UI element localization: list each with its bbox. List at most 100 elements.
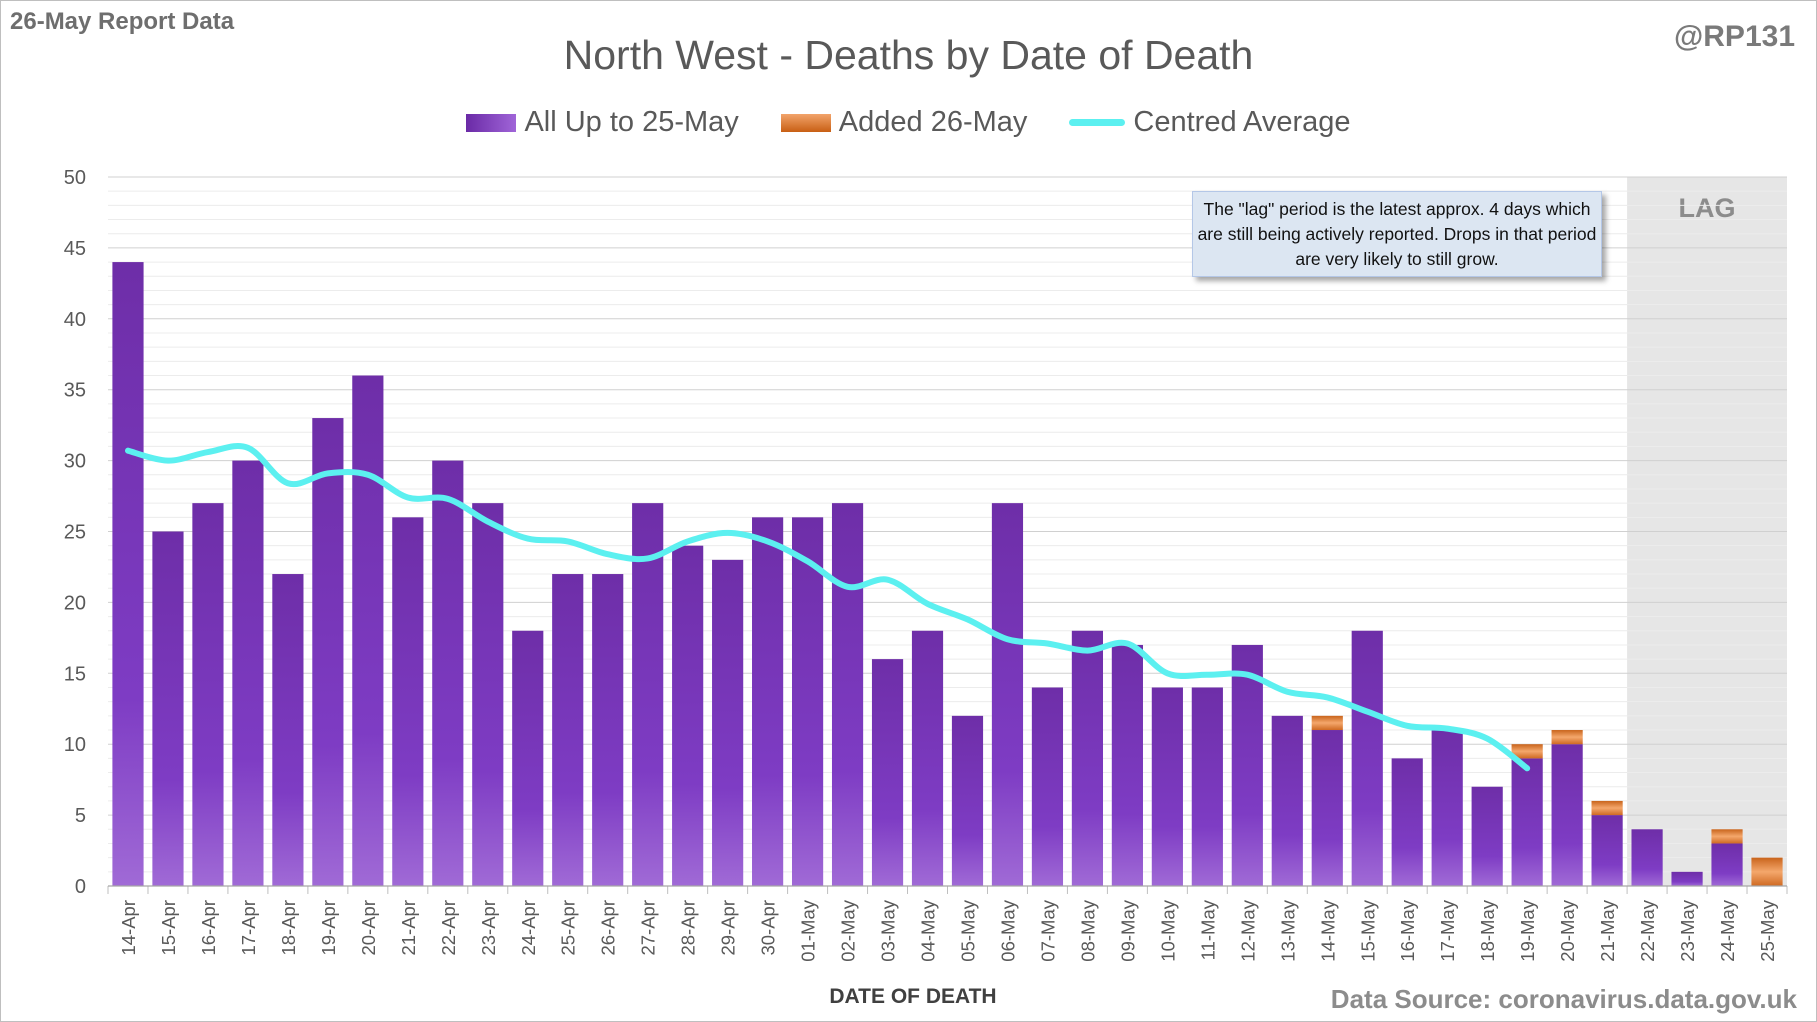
x-tick-label: 08-May: [1077, 899, 1098, 961]
bar-all-up-to-25-may: [1511, 758, 1543, 886]
bar-all-up-to-25-may: [1271, 715, 1303, 886]
x-tick-label: 29-Apr: [718, 900, 739, 956]
y-tick-label: 50: [64, 167, 86, 189]
bar-all-up-to-25-may: [911, 630, 944, 886]
x-tick-label: 20-May: [1557, 899, 1578, 961]
x-tick-label: 23-May: [1677, 899, 1698, 961]
legend-item-average: Centred Average: [1069, 106, 1351, 139]
bar-all-up-to-25-may: [991, 503, 1024, 886]
x-tick-label: 15-Apr: [158, 900, 179, 956]
chart-legend: All Up to 25-May Added 26-May Centred Av…: [0, 106, 1817, 139]
bar-all-up-to-25-may: [1711, 843, 1743, 886]
bar-all-up-to-25-may: [1111, 644, 1143, 886]
bar-all-up-to-25-may: [352, 375, 384, 886]
y-tick-label: 40: [64, 309, 86, 331]
bar-added-26-may: [1511, 744, 1543, 759]
x-tick-label: 16-Apr: [198, 900, 219, 956]
bar-all-up-to-25-may: [392, 517, 424, 886]
legend-swatch-average: [1069, 119, 1126, 126]
x-tick-label: 24-Apr: [518, 900, 539, 956]
x-tick-label: 30-Apr: [758, 900, 779, 956]
y-tick-label: 5: [75, 805, 86, 827]
bar-added-26-may: [1311, 715, 1343, 731]
bar-all-up-to-25-may: [552, 574, 584, 886]
legend-label-added: Added 26-May: [838, 106, 1028, 138]
x-tick-label: 25-Apr: [558, 900, 579, 956]
bar-all-up-to-25-may: [752, 517, 784, 886]
bar-all-up-to-25-may: [1471, 786, 1503, 886]
y-tick-label: 30: [64, 451, 86, 473]
x-tick-label: 14-Apr: [118, 900, 139, 956]
bar-all-up-to-25-may: [951, 715, 984, 886]
y-tick-label: 20: [64, 592, 86, 614]
bar-all-up-to-25-may: [1031, 687, 1064, 886]
bar-all-up-to-25-may: [632, 503, 664, 886]
y-tick-label: 15: [64, 663, 86, 685]
y-tick-label: 35: [64, 380, 86, 402]
bar-all-up-to-25-may: [152, 531, 184, 886]
x-tick-label: 20-Apr: [358, 900, 379, 956]
x-tick-label: 07-May: [1037, 899, 1058, 961]
bar-all-up-to-25-may: [791, 517, 824, 886]
x-tick-label: 06-May: [997, 899, 1018, 961]
lag-annotation-box: The "lag" period is the latest approx. 4…: [1192, 191, 1602, 277]
legend-swatch-main: [466, 113, 517, 132]
x-tick-label: 18-May: [1477, 899, 1498, 961]
lag-label: LAG: [1679, 193, 1736, 223]
x-tick-label: 27-Apr: [638, 900, 659, 956]
x-axis-title: DATE OF DEATH: [829, 985, 996, 1008]
x-tick-label: 19-Apr: [318, 900, 339, 956]
x-tick-label: 26-Apr: [598, 900, 619, 956]
bar-all-up-to-25-may: [1431, 730, 1463, 886]
bar-all-up-to-25-may: [472, 503, 504, 886]
bar-all-up-to-25-may: [1071, 630, 1104, 886]
bar-all-up-to-25-may: [112, 262, 144, 887]
bar-all-up-to-25-may: [1311, 730, 1343, 886]
bar-added-26-may: [1751, 857, 1783, 886]
x-tick-label: 15-May: [1357, 899, 1378, 961]
bar-all-up-to-25-may: [1391, 758, 1423, 886]
y-tick-label: 0: [75, 876, 86, 898]
x-tick-label: 21-May: [1597, 899, 1618, 961]
bar-all-up-to-25-may: [1671, 871, 1703, 886]
bar-all-up-to-25-may: [871, 659, 904, 886]
bar-all-up-to-25-may: [1551, 744, 1583, 886]
bar-all-up-to-25-may: [1351, 630, 1383, 886]
x-tick-label: 03-May: [878, 899, 899, 961]
x-tick-label: 16-May: [1397, 899, 1418, 961]
y-tick-label: 25: [64, 522, 86, 544]
bar-added-26-may: [1591, 800, 1623, 816]
bar-all-up-to-25-may: [272, 574, 304, 886]
legend-swatch-added: [780, 113, 831, 132]
chart-title: North West - Deaths by Date of Death: [563, 32, 1254, 78]
x-tick-label: 13-May: [1277, 899, 1298, 961]
x-tick-label: 10-May: [1157, 899, 1178, 961]
legend-label-main: All Up to 25-May: [524, 106, 739, 138]
bar-all-up-to-25-may: [312, 418, 344, 886]
author-handle: @RP131: [1674, 20, 1795, 53]
x-tick-label: 23-Apr: [478, 900, 499, 956]
x-tick-label: 05-May: [957, 899, 978, 961]
x-tick-label: 25-May: [1757, 899, 1778, 961]
y-tick-label: 45: [64, 238, 86, 260]
x-tick-label: 14-May: [1317, 899, 1338, 961]
x-tick-label: 24-May: [1717, 899, 1738, 961]
bar-all-up-to-25-may: [1231, 644, 1263, 886]
x-tick-label: 19-May: [1517, 899, 1538, 961]
bar-added-26-may: [1551, 730, 1583, 745]
report-date-label: 26-May Report Data: [10, 8, 235, 35]
bar-all-up-to-25-may: [831, 503, 864, 886]
x-tick-label: 22-Apr: [438, 900, 459, 956]
bar-all-up-to-25-may: [192, 503, 224, 886]
legend-item-main: All Up to 25-May: [466, 106, 739, 139]
legend-label-average: Centred Average: [1133, 106, 1351, 138]
centred-average-line: [124, 443, 1531, 772]
data-source-label: Data Source: coronavirus.data.gov.uk: [1330, 984, 1797, 1014]
x-tick-label: 17-Apr: [238, 900, 259, 956]
x-tick-label: 18-Apr: [278, 900, 299, 956]
bar-all-up-to-25-may: [512, 630, 544, 886]
bar-added-26-may: [1711, 829, 1743, 844]
y-tick-label: 10: [64, 734, 86, 756]
bar-all-up-to-25-may: [1151, 687, 1183, 886]
